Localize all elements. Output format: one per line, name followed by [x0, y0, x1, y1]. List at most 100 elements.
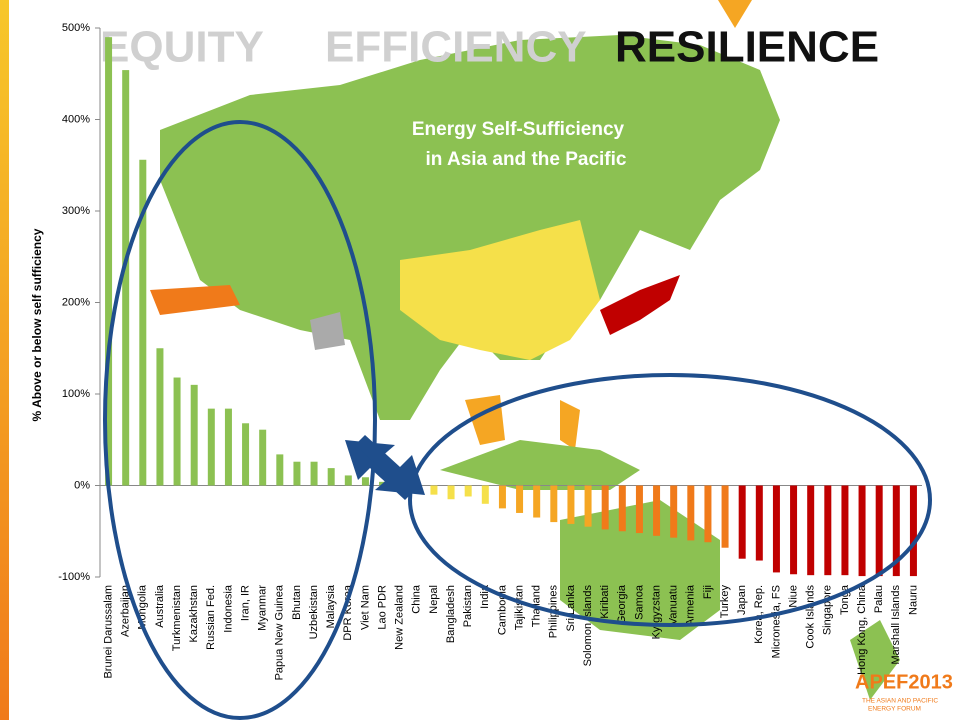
bar [687, 485, 695, 541]
logo-subtitle: ENERGY FORUM [868, 706, 921, 713]
y-tick-label: 0% [74, 479, 90, 491]
ellipse [408, 373, 932, 627]
y-tick-label: 200% [62, 296, 90, 308]
bar [824, 485, 832, 576]
x-tick-label: Bhutan [291, 585, 303, 620]
bar [498, 485, 506, 509]
x-tick-label: Armenia [685, 584, 697, 626]
x-tick-label: Marshall Islands [890, 585, 902, 665]
x-tick-label: New Zealand [394, 585, 406, 650]
x-tick-label: Malaysia [325, 584, 337, 628]
x-tick-label: Turkey [719, 585, 731, 619]
bar [207, 408, 215, 486]
heading: RESILIENCE [615, 23, 879, 72]
bar [618, 485, 626, 532]
map [150, 35, 900, 700]
bar [858, 485, 866, 577]
bar [242, 423, 250, 486]
chart-title-line: Energy Self-Sufficiency [412, 119, 625, 140]
bar [447, 485, 455, 500]
x-tick-label: Bangladesh [445, 585, 457, 643]
heading: EQUITY [100, 23, 264, 72]
bar [635, 485, 643, 534]
y-tick-label: 500% [62, 22, 90, 34]
x-tick-label: Nauru [907, 585, 919, 615]
x-tick-label: Niue [787, 585, 799, 608]
x-tick-label: Iran, IR [239, 585, 251, 621]
x-tick-label: Viet Nam [359, 585, 371, 630]
x-tick-label: Micronesia, FS [770, 585, 782, 658]
bar [772, 485, 780, 573]
x-tick-label: Australia [154, 584, 166, 628]
x-tick-label: Hong Kong, China [856, 584, 868, 675]
heading: EFFICIENCY [325, 23, 587, 72]
y-tick-label: 400% [62, 113, 90, 125]
bar [704, 485, 712, 543]
marker [718, 0, 752, 28]
y-tick-label: 300% [62, 205, 90, 217]
bar [790, 485, 798, 575]
x-tick-label: Korea, Rep. [753, 585, 765, 644]
bar [173, 377, 181, 486]
x-tick-label: Turkmenistan [171, 585, 183, 651]
bar [139, 159, 147, 486]
arrow [355, 435, 425, 495]
x-tick-label: China [411, 584, 423, 614]
bar [224, 408, 232, 486]
bar [516, 485, 524, 513]
bar [875, 485, 883, 577]
bar [327, 468, 335, 486]
x-tick-label: Singapore [822, 585, 834, 635]
bar [481, 485, 489, 504]
bar [567, 485, 575, 524]
x-tick-label: Nepal [428, 585, 440, 614]
bar [807, 485, 815, 576]
bar [601, 485, 609, 530]
logo: APEF2013 THE ASIAN AND PACIFIC ENERGY FO… [855, 671, 953, 712]
y-axis-label: % Above or below self sufficiency [30, 228, 44, 421]
x-tick-label: Uzbekistan [308, 585, 320, 639]
bar [670, 485, 678, 538]
x-tick-label: Indonesia [222, 584, 234, 633]
side-strip [0, 0, 9, 720]
bar [892, 485, 900, 577]
bar [721, 485, 729, 548]
bar [464, 485, 472, 497]
logo-text: APEF2013 [855, 671, 953, 693]
bar [430, 485, 438, 495]
x-tick-label: Vanuatu [668, 585, 680, 625]
x-tick-label: Myanmar [257, 585, 269, 631]
x-tick-label: Kazakhstan [188, 585, 200, 642]
bar [156, 348, 164, 486]
plot: -100% 0% 100% 200% 300% 400% 500% Brunei Daruss… [58, 22, 922, 680]
chart-title-line: in Asia and the Pacific [426, 149, 627, 170]
bar [841, 485, 849, 576]
x-tick-label: DPR Korea [342, 584, 354, 641]
x-tick-label: Brunei Darussalam [102, 585, 114, 679]
bar [738, 485, 746, 559]
logo-subtitle: THE ASIAN AND PACIFIC [862, 698, 938, 705]
bar [584, 485, 592, 527]
bar [361, 477, 369, 486]
bar [259, 429, 267, 486]
y-tick-label: 100% [62, 388, 90, 400]
bar [550, 485, 558, 523]
bar [276, 454, 284, 486]
bar [122, 70, 130, 486]
bar [293, 461, 301, 486]
ellipse [103, 120, 377, 720]
bar [533, 485, 541, 518]
x-tick-label: Papua New Guinea [274, 584, 286, 680]
chart-title: Energy Self-Sufficiency in Asia and the … [412, 119, 627, 170]
x-tick-label: Azerbaijan [120, 585, 132, 637]
bar [105, 37, 113, 486]
x-tick-label: Samoa [633, 584, 645, 620]
x-tick-label: Solomon Islands [582, 585, 594, 667]
bar [310, 461, 318, 486]
x-tick-label: Lao PDR [376, 585, 388, 630]
x-tick-label: Georgia [616, 584, 628, 624]
y-tick-label: -100% [58, 571, 90, 583]
x-tick-label: Palau [873, 585, 885, 613]
x-tick-label: Russian Fed. [205, 585, 217, 650]
